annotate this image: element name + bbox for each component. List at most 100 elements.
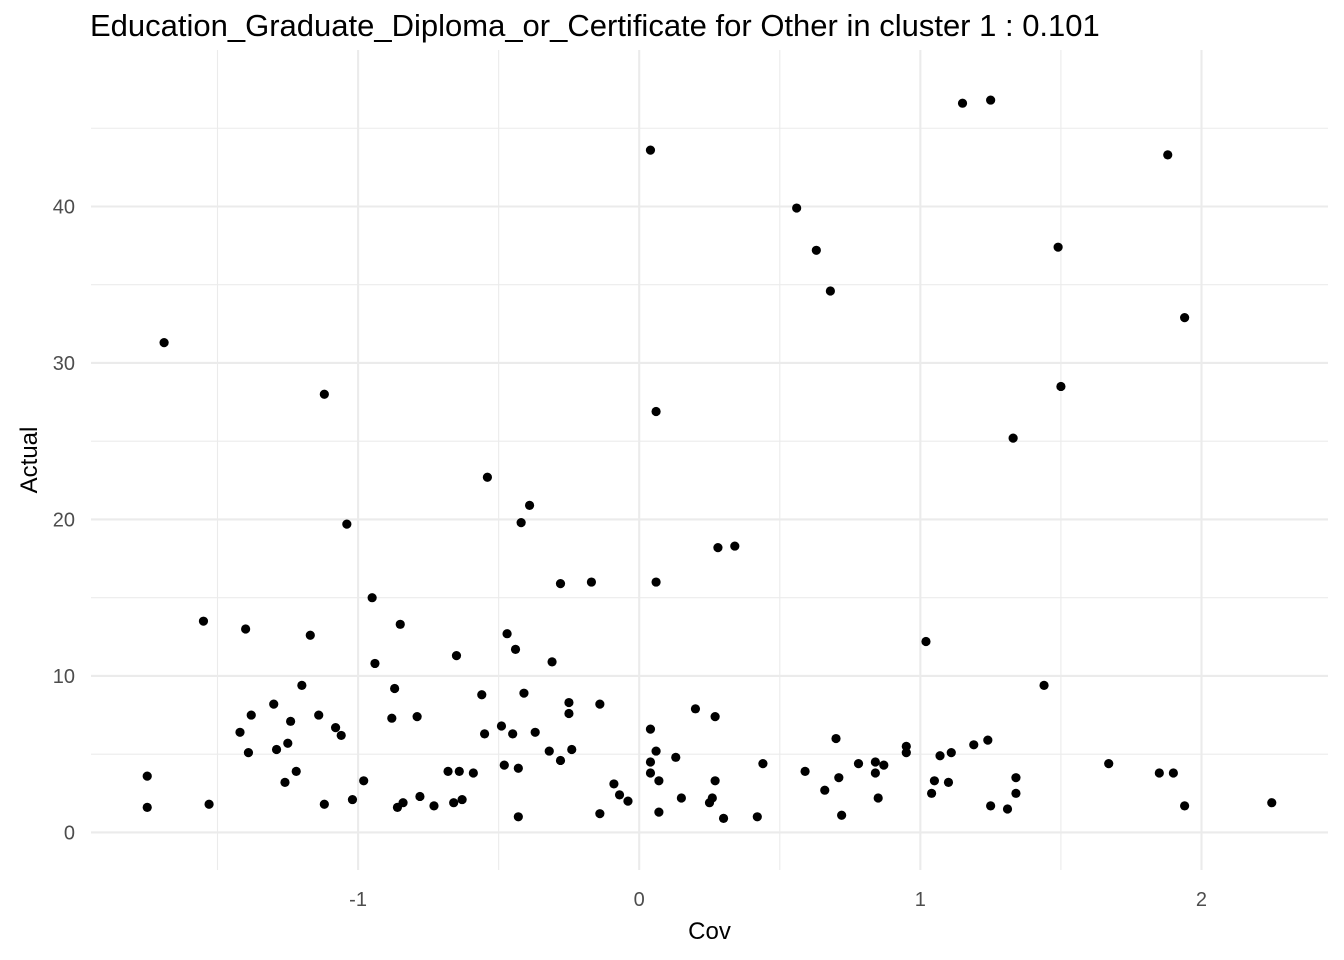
data-point: [870, 768, 880, 778]
data-point: [457, 794, 467, 805]
data-point: [651, 406, 661, 417]
data-point: [342, 519, 352, 529]
data-point: [811, 245, 821, 255]
data-point: [651, 746, 661, 756]
data-point: [398, 798, 408, 808]
data-point: [1163, 150, 1173, 160]
data-point: [142, 771, 152, 781]
data-point: [547, 657, 557, 667]
data-point: [429, 801, 439, 811]
data-point: [443, 766, 453, 777]
data-point: [758, 758, 768, 769]
data-point: [671, 752, 681, 762]
y-tick-label: 20: [53, 509, 75, 531]
data-point: [454, 766, 464, 777]
data-point: [508, 729, 518, 739]
data-point: [1104, 758, 1114, 769]
data-point: [831, 733, 841, 744]
data-point: [479, 729, 490, 739]
data-point: [567, 744, 577, 755]
data-point: [645, 768, 656, 778]
data-point: [482, 472, 493, 482]
data-points: [142, 95, 1277, 823]
data-point: [336, 730, 346, 741]
data-point: [468, 768, 478, 778]
data-point: [834, 773, 844, 783]
data-point: [654, 807, 664, 817]
data-point: [713, 543, 723, 553]
data-point: [800, 766, 810, 777]
data-point: [159, 338, 169, 348]
data-point: [614, 790, 625, 800]
data-point: [235, 727, 245, 737]
data-point: [1053, 242, 1063, 252]
data-point: [718, 813, 729, 823]
data-point: [544, 746, 554, 756]
data-point: [586, 577, 597, 587]
data-point: [943, 777, 954, 787]
data-point: [957, 98, 968, 108]
data-point: [837, 810, 847, 820]
data-point: [710, 712, 720, 722]
data-point: [359, 776, 369, 786]
data-point: [710, 776, 720, 786]
data-point: [291, 766, 301, 777]
data-point: [510, 644, 521, 654]
data-point: [1154, 768, 1164, 778]
y-tick-label: 0: [64, 822, 75, 844]
data-point: [499, 760, 509, 770]
data-point: [513, 812, 523, 822]
data-point: [645, 724, 656, 734]
data-point: [367, 593, 377, 603]
data-point: [412, 712, 422, 722]
data-point: [1168, 768, 1178, 778]
data-point: [347, 794, 358, 805]
x-tick-label: 2: [1196, 889, 1207, 911]
data-point: [502, 629, 512, 639]
y-tick-labels: 0 10 20 30 40: [53, 196, 75, 844]
data-point: [271, 744, 282, 755]
data-point: [319, 389, 329, 399]
data-point: [246, 710, 256, 720]
data-point: [792, 203, 802, 213]
y-axis-title: Actual: [16, 427, 43, 494]
data-point: [853, 758, 864, 769]
data-point: [564, 708, 574, 719]
data-point: [645, 145, 656, 155]
data-point: [921, 636, 931, 647]
x-tick-label: 1: [915, 889, 926, 911]
data-point: [305, 630, 315, 640]
data-point: [286, 716, 296, 726]
data-point: [555, 579, 566, 589]
data-point: [873, 793, 883, 803]
data-point: [935, 751, 945, 761]
data-point: [241, 624, 251, 634]
chart-title: Education_Graduate_Diploma_or_Certificat…: [90, 8, 1100, 43]
x-tick-labels: -1 0 1 2: [349, 889, 1207, 911]
data-point: [477, 690, 487, 700]
data-point: [623, 796, 633, 806]
data-point: [926, 788, 937, 798]
data-point: [1039, 680, 1049, 690]
x-tick-label: 0: [634, 889, 645, 911]
data-point: [142, 802, 152, 813]
data-point: [651, 577, 661, 587]
data-point: [1002, 804, 1013, 814]
data-point: [645, 757, 656, 767]
data-point: [1011, 773, 1021, 783]
data-point: [1056, 381, 1066, 392]
data-point: [319, 799, 329, 809]
minor-gridlines: [91, 50, 1328, 870]
data-point: [204, 799, 214, 809]
data-point: [387, 713, 397, 723]
data-point: [983, 735, 993, 745]
data-point: [1008, 433, 1018, 443]
major-gridlines: [91, 50, 1328, 870]
data-point: [986, 801, 996, 811]
data-point: [395, 619, 405, 629]
data-point: [198, 616, 209, 626]
y-tick-label: 10: [53, 666, 75, 688]
data-point: [415, 791, 425, 802]
data-point: [530, 727, 540, 737]
